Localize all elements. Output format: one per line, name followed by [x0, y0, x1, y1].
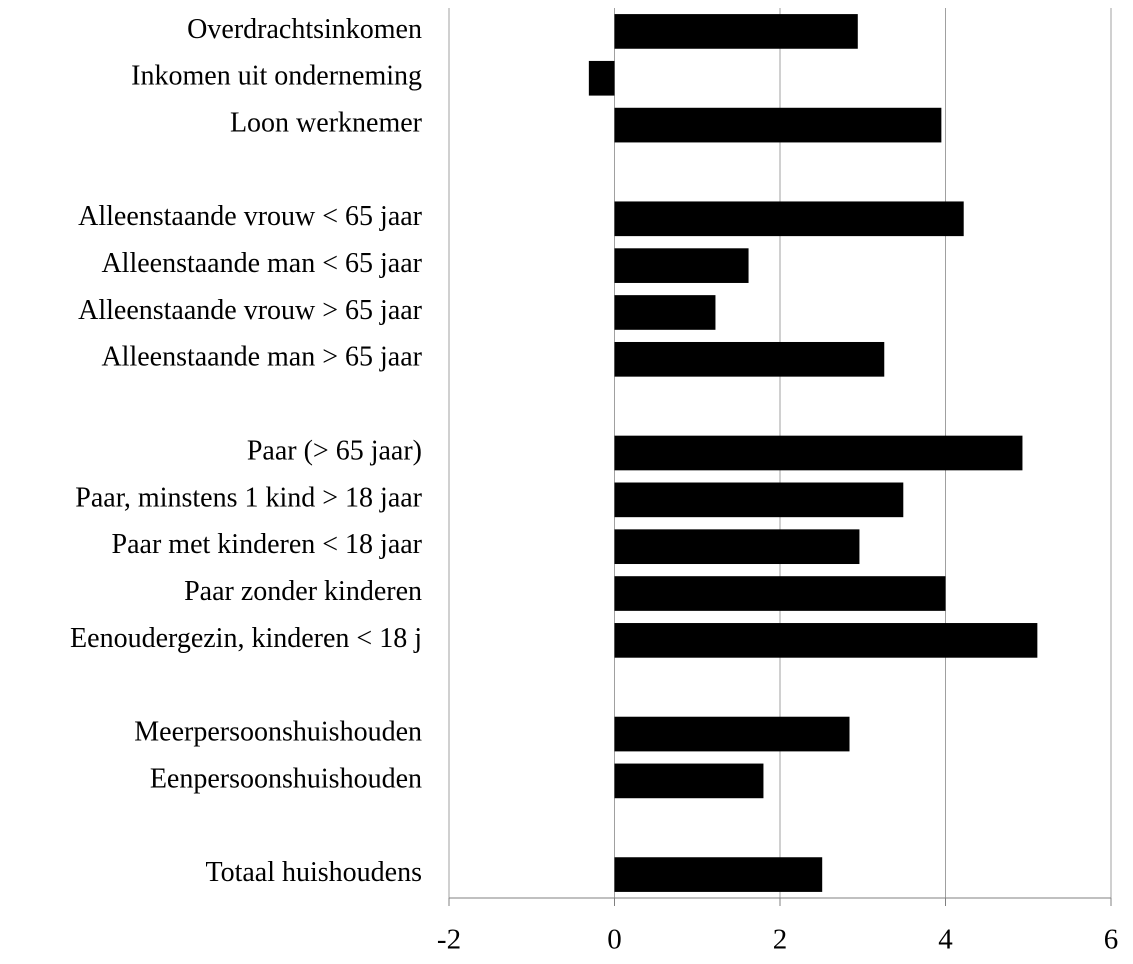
y-tick-label: Alleenstaande man > 65 jaar: [101, 342, 422, 373]
bar: [614, 529, 860, 565]
y-tick-label: Eenoudergezin, kinderen < 18 j: [70, 623, 422, 654]
bar: [588, 60, 615, 96]
y-tick-label: Loon werknemer: [230, 108, 423, 139]
y-tick-label: Overdrachtsinkomen: [187, 14, 422, 45]
y-tick-label: Paar zonder kinderen: [184, 576, 422, 607]
bar: [614, 295, 716, 330]
bar: [614, 14, 858, 49]
y-tick-label: Alleenstaande vrouw > 65 jaar: [78, 295, 423, 326]
bar: [614, 341, 885, 377]
y-tick-label: Meerpersoonshuishouden: [134, 716, 422, 747]
bar: [614, 482, 904, 518]
bar: [614, 201, 964, 237]
x-tick-label: 2: [773, 924, 788, 956]
y-tick-label: Alleenstaande vrouw < 65 jaar: [78, 201, 423, 232]
y-tick-label: Paar (> 65 jaar): [247, 435, 422, 466]
bar: [614, 763, 764, 799]
x-tick-label: 0: [607, 924, 622, 956]
x-tick-label: -2: [437, 924, 461, 956]
y-tick-label: Totaal huishoudens: [205, 857, 422, 888]
y-tick-label: Alleenstaande man < 65 jaar: [101, 248, 422, 279]
bar: [614, 857, 823, 892]
x-tick-label: 4: [938, 924, 953, 956]
bar: [614, 716, 850, 752]
bar: [614, 435, 1023, 471]
bar: [614, 623, 1038, 658]
bar: [614, 248, 749, 283]
bar: [614, 107, 942, 143]
y-tick-label: Paar, minstens 1 kind > 18 jaar: [75, 482, 422, 513]
bar: [614, 576, 946, 611]
y-tick-label: Eenpersoonshuishouden: [150, 763, 422, 794]
y-tick-label: Inkomen uit onderneming: [131, 61, 422, 92]
y-tick-label: Paar met kinderen < 18 jaar: [112, 529, 423, 560]
x-tick-label: 6: [1104, 924, 1119, 956]
